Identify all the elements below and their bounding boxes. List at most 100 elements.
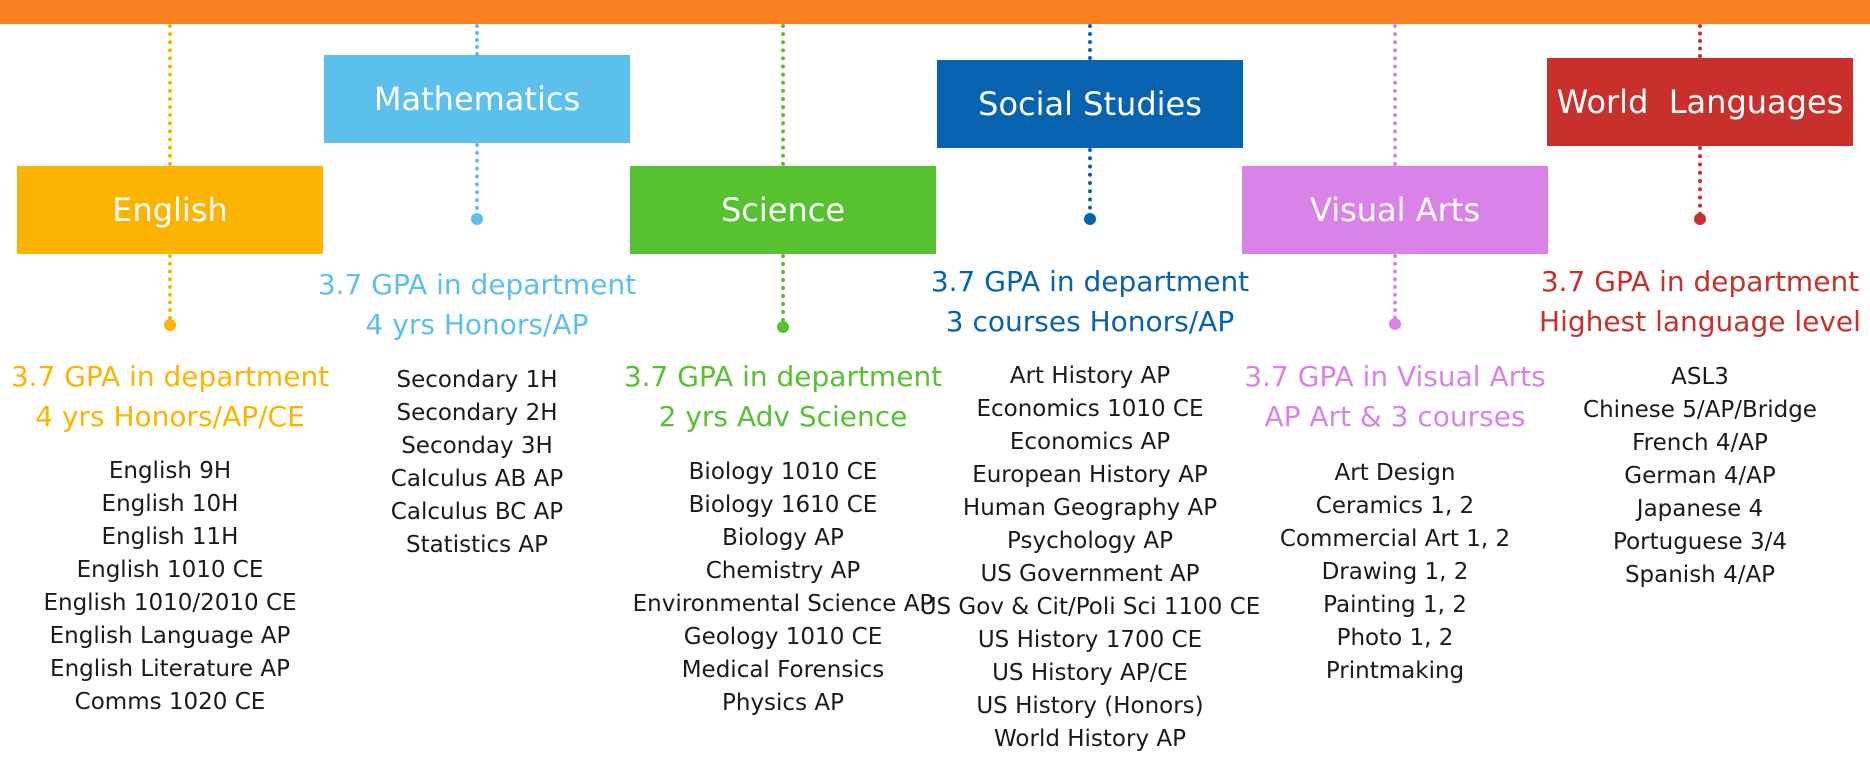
requirement-gpa: 3.7 GPA in Visual Arts bbox=[1244, 360, 1546, 393]
course-item: ASL3 bbox=[1671, 364, 1729, 390]
course-item: Art History AP bbox=[1009, 363, 1171, 389]
course-item: Medical Forensics bbox=[681, 657, 885, 683]
course-item: Secondary 1H bbox=[396, 367, 558, 393]
department-column-english: English 3.7 GPA in department 4 yrs Hono… bbox=[11, 0, 329, 770]
course-item: Art Design bbox=[1334, 460, 1456, 486]
course-item: English Language AP bbox=[49, 623, 291, 649]
department-column-science: Science 3.7 GPA in department 2 yrs Adv … bbox=[624, 0, 942, 770]
course-item: Spanish 4/AP bbox=[1624, 562, 1776, 588]
course-item: Ceramics 1, 2 bbox=[1315, 493, 1475, 519]
course-item: English 11H bbox=[101, 524, 239, 550]
connector-dot bbox=[1694, 213, 1706, 225]
requirement-gpa: 3.7 GPA in department bbox=[930, 265, 1250, 298]
department-column-visual-arts: Visual Arts 3.7 GPA in Visual Arts AP Ar… bbox=[1242, 0, 1548, 770]
requirement-courses: 2 yrs Adv Science bbox=[658, 400, 908, 433]
course-item: Environmental Science AP bbox=[632, 591, 934, 617]
connector-dot bbox=[1084, 213, 1096, 225]
course-list-english: English 9H English 10H English 11H Engli… bbox=[0, 455, 343, 719]
course-item: English 9H bbox=[108, 458, 232, 484]
department-header-science: Science bbox=[630, 166, 936, 254]
department-column-world-languages: World Languages 3.7 GPA in department Hi… bbox=[1539, 0, 1861, 770]
requirements-science: 3.7 GPA in department 2 yrs Adv Science bbox=[620, 357, 946, 437]
requirement-courses: Highest language level bbox=[1539, 305, 1861, 338]
course-item: Biology 1010 CE bbox=[688, 459, 878, 485]
course-item: English 1010/2010 CE bbox=[43, 590, 297, 616]
course-item: Calculus BC AP bbox=[390, 499, 564, 525]
course-item: Geology 1010 CE bbox=[683, 624, 883, 650]
course-item: English 1010 CE bbox=[76, 557, 264, 583]
course-item: US History (Honors) bbox=[976, 693, 1204, 719]
requirement-courses: 4 yrs Honors/AP bbox=[365, 308, 589, 341]
course-list-social-studies: Art History AP Economics 1010 CE Economi… bbox=[917, 360, 1263, 756]
course-item: Comms 1020 CE bbox=[74, 689, 266, 715]
department-header-visual-arts: Visual Arts bbox=[1242, 166, 1548, 254]
connector-line-bottom bbox=[1088, 148, 1092, 218]
requirement-gpa: 3.7 GPA in department bbox=[317, 268, 637, 301]
course-item: Chemistry AP bbox=[705, 558, 861, 584]
connector-line-top bbox=[475, 24, 479, 56]
connector-dot bbox=[164, 319, 176, 331]
course-item: Photo 1, 2 bbox=[1336, 625, 1454, 651]
course-item: US History AP/CE bbox=[992, 660, 1188, 686]
course-item: Printmaking bbox=[1325, 658, 1465, 684]
connector-line-top bbox=[1393, 24, 1397, 166]
requirements-visual-arts: 3.7 GPA in Visual Arts AP Art & 3 course… bbox=[1232, 357, 1558, 437]
course-list-world-languages: ASL3 Chinese 5/AP/Bridge French 4/AP Ger… bbox=[1527, 361, 1870, 592]
connector-dot bbox=[471, 213, 483, 225]
course-item: Calculus AB AP bbox=[390, 466, 564, 492]
course-item: European History AP bbox=[972, 462, 1208, 488]
requirements-social-studies: 3.7 GPA in department 3 courses Honors/A… bbox=[927, 262, 1253, 342]
requirements-mathematics: 3.7 GPA in department 4 yrs Honors/AP bbox=[314, 265, 640, 345]
department-header-english: English bbox=[17, 166, 323, 254]
course-item: Secondary 2H bbox=[396, 400, 558, 426]
requirement-gpa: 3.7 GPA in department bbox=[1540, 265, 1860, 298]
course-list-visual-arts: Art Design Ceramics 1, 2 Commercial Art … bbox=[1222, 457, 1568, 688]
department-header-world-languages: World Languages bbox=[1547, 58, 1853, 146]
course-item: German 4/AP bbox=[1624, 463, 1776, 489]
department-header-social-studies: Social Studies bbox=[937, 60, 1243, 148]
course-item: Physics AP bbox=[722, 690, 844, 716]
course-item: US Gov & Cit/Poli Sci 1100 CE bbox=[919, 594, 1261, 620]
department-column-social-studies: Social Studies 3.7 GPA in department 3 c… bbox=[920, 0, 1260, 770]
course-item: English 10H bbox=[101, 491, 239, 517]
course-item: Human Geography AP bbox=[962, 495, 1218, 521]
department-header-mathematics: Mathematics bbox=[324, 55, 630, 143]
connector-line-top bbox=[1698, 24, 1702, 58]
connector-dot bbox=[1389, 318, 1401, 330]
course-item: Statistics AP bbox=[405, 532, 549, 558]
course-item: Economics AP bbox=[1009, 429, 1171, 455]
connector-line-bottom bbox=[1393, 254, 1397, 320]
course-item: Drawing 1, 2 bbox=[1321, 559, 1469, 585]
requirements-english: 3.7 GPA in department 4 yrs Honors/AP/CE bbox=[7, 357, 333, 437]
course-item: Biology 1610 CE bbox=[688, 492, 878, 518]
requirement-courses: AP Art & 3 courses bbox=[1264, 400, 1526, 433]
connector-line-top bbox=[1088, 24, 1092, 60]
connector-line-bottom bbox=[1698, 146, 1702, 216]
course-item: US History 1700 CE bbox=[977, 627, 1203, 653]
connector-line-bottom bbox=[475, 143, 479, 218]
course-item: French 4/AP bbox=[1632, 430, 1768, 456]
course-item: Seconday 3H bbox=[401, 433, 553, 459]
connector-line-bottom bbox=[781, 254, 785, 322]
course-item: Biology AP bbox=[722, 525, 844, 551]
course-item: Painting 1, 2 bbox=[1323, 592, 1467, 618]
requirement-courses: 4 yrs Honors/AP/CE bbox=[35, 400, 305, 433]
course-list-mathematics: Secondary 1H Secondary 2H Seconday 3H Ca… bbox=[304, 364, 650, 562]
course-item: Commercial Art 1, 2 bbox=[1279, 526, 1511, 552]
connector-line-top bbox=[168, 24, 172, 166]
course-list-science: Biology 1010 CE Biology 1610 CE Biology … bbox=[610, 456, 956, 720]
course-item: Japanese 4 bbox=[1636, 496, 1764, 522]
course-item: Psychology AP bbox=[1007, 528, 1173, 554]
connector-line-top bbox=[781, 24, 785, 166]
course-item: Portuguese 3/4 bbox=[1613, 529, 1787, 555]
requirement-gpa: 3.7 GPA in department bbox=[623, 360, 943, 393]
course-item: US Government AP bbox=[980, 561, 1200, 587]
course-item: Chinese 5/AP/Bridge bbox=[1583, 397, 1817, 423]
course-item: World History AP bbox=[994, 726, 1186, 752]
requirement-gpa: 3.7 GPA in department bbox=[10, 360, 330, 393]
requirements-world-languages: 3.7 GPA in department Highest language l… bbox=[1537, 262, 1863, 342]
department-column-mathematics: Mathematics 3.7 GPA in department 4 yrs … bbox=[318, 0, 636, 770]
top-orange-bar bbox=[0, 0, 1870, 24]
requirement-courses: 3 courses Honors/AP bbox=[945, 305, 1235, 338]
course-item: English Literature AP bbox=[50, 656, 290, 682]
